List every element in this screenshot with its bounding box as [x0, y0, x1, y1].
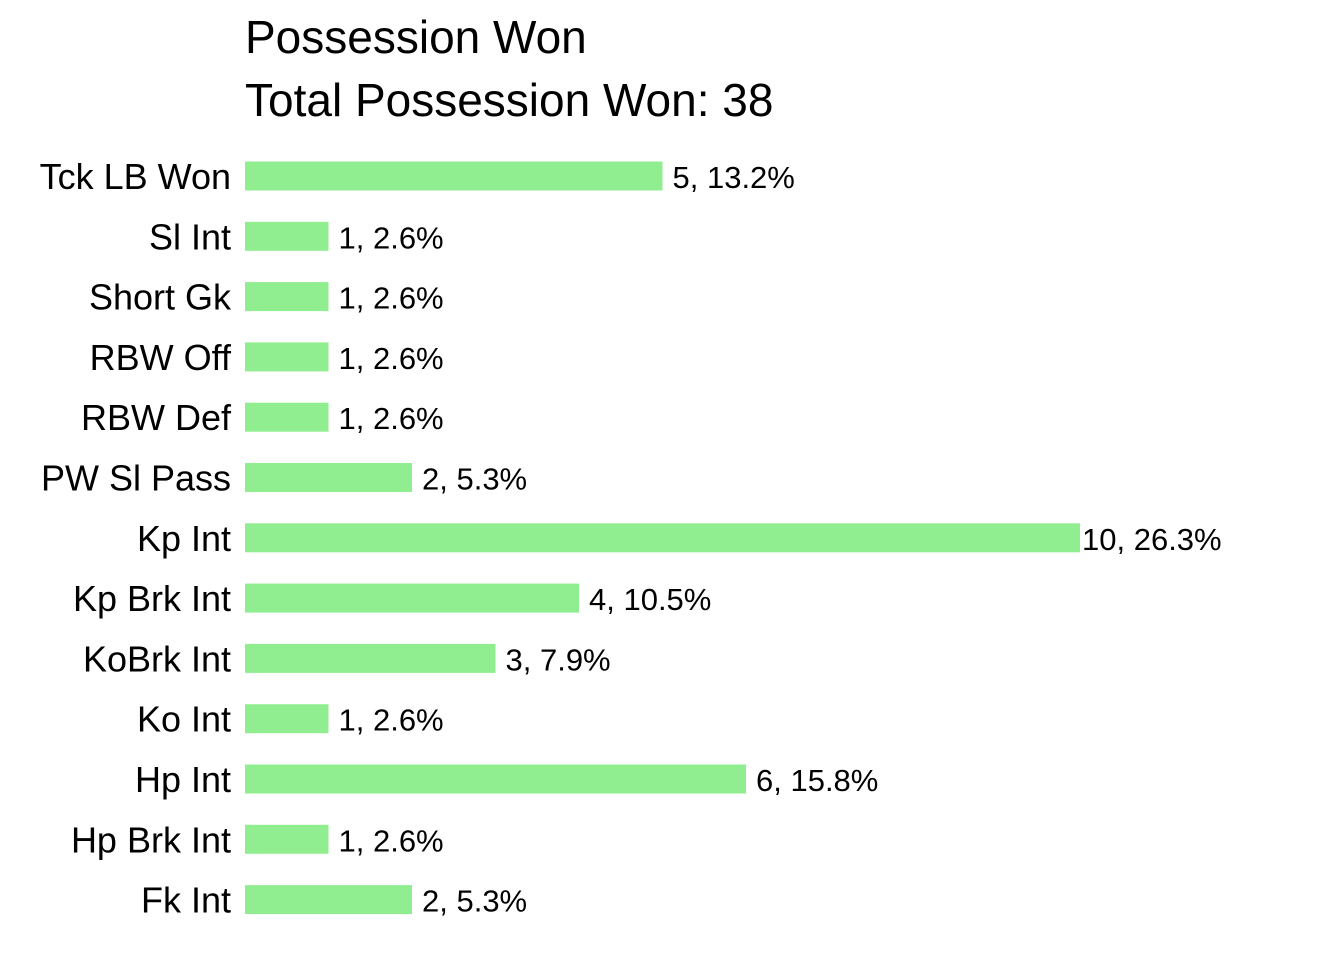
category-label: Tck LB Won	[40, 156, 231, 197]
data-labels-group: 5, 13.2% 1, 2.6% 1, 2.6% 1, 2.6% 1, 2.6% 2, 5…	[339, 160, 1222, 919]
chart-subtitle: Total Possession Won: 38	[245, 74, 773, 126]
bar-12	[245, 885, 412, 915]
data-label: 4, 10.5%	[589, 582, 711, 617]
bar-5	[245, 463, 412, 492]
data-label: 2, 5.3%	[422, 462, 527, 497]
category-label: Sl Int	[149, 216, 231, 257]
data-label: 10, 26.3%	[1082, 522, 1222, 557]
category-label: Ko Int	[137, 699, 231, 740]
category-label: Kp Int	[137, 518, 231, 559]
category-labels-group: Tck LB Won Sl Int Short Gk RBW Off RBW Def PW…	[40, 156, 232, 921]
bar-6	[245, 523, 1080, 553]
bar-3	[245, 342, 329, 372]
category-label: Short Gk	[89, 277, 232, 318]
category-label: RBW Off	[90, 337, 232, 378]
data-label: 1, 2.6%	[339, 281, 444, 316]
chart-title: Possession Won	[245, 11, 587, 63]
data-label: 5, 13.2%	[673, 160, 795, 195]
bar-2	[245, 282, 329, 312]
category-label: Kp Brk Int	[73, 578, 231, 619]
bar-8	[245, 643, 496, 673]
data-label: 3, 7.9%	[506, 642, 611, 677]
category-label: Hp Int	[135, 759, 231, 800]
bar-7	[245, 583, 579, 613]
data-label: 1, 2.6%	[339, 823, 444, 858]
bar-9	[245, 704, 329, 734]
category-label: KoBrk Int	[83, 638, 231, 679]
data-label: 1, 2.6%	[339, 341, 444, 376]
bar-11	[245, 824, 329, 854]
data-label: 2, 5.3%	[422, 884, 527, 919]
bars-group	[245, 161, 1080, 915]
category-label: Hp Brk Int	[71, 819, 231, 860]
category-label: Fk Int	[141, 880, 231, 921]
category-label: RBW Def	[81, 397, 232, 438]
category-label: PW Sl Pass	[41, 458, 231, 499]
bar-4	[245, 402, 329, 432]
bar-10	[245, 764, 746, 794]
data-label: 6, 15.8%	[756, 763, 878, 798]
data-label: 1, 2.6%	[339, 401, 444, 436]
data-label: 1, 2.6%	[339, 703, 444, 738]
bar-0	[245, 161, 663, 191]
data-label: 1, 2.6%	[339, 220, 444, 255]
bar-1	[245, 221, 329, 251]
